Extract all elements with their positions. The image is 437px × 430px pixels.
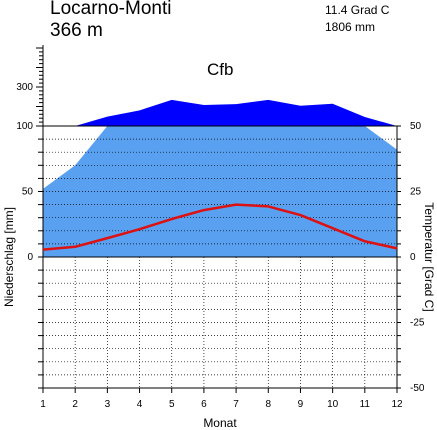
right-tick-label: 50 — [410, 121, 422, 132]
x-axis-title: Monat — [203, 416, 237, 430]
x-tick-label: 10 — [327, 399, 339, 410]
left-tick-label: 50 — [22, 187, 34, 198]
x-tick-label: 4 — [137, 399, 143, 410]
temperature-line — [42, 203, 398, 251]
x-tick-label: 7 — [233, 399, 239, 410]
climate-classification: Cfb — [207, 60, 234, 79]
x-tick-label: 3 — [105, 399, 111, 410]
x-tick-label: 6 — [201, 399, 207, 410]
annual-precipitation: 1806 mm — [325, 20, 376, 34]
left-tick-label: 0 — [27, 252, 33, 263]
station-name: Locarno-Monti — [50, 0, 172, 19]
x-tick-label: 1 — [40, 399, 46, 410]
x-tick-label: 12 — [391, 399, 403, 410]
x-tick-label: 11 — [360, 399, 371, 410]
x-tick-label: 9 — [298, 399, 304, 410]
precipitation-excess-area — [43, 99, 397, 126]
y-axis-title-left: Niederschlag [mm] — [2, 207, 16, 307]
right-tick-label: 0 — [410, 252, 416, 263]
left-tick-label: 100 — [16, 121, 33, 132]
x-tick-label: 2 — [72, 399, 78, 410]
left-tick-label: 300 — [16, 82, 33, 93]
station-elevation: 366 m — [50, 20, 103, 41]
x-tick-label: 8 — [265, 399, 271, 410]
y-axis-title-right: Temperatur [Grad C] — [422, 202, 436, 311]
right-tick-label: 25 — [410, 187, 422, 198]
mean-temperature: 11.4 Grad C — [325, 3, 390, 17]
right-tick-label: -50 — [410, 383, 425, 394]
x-tick-label: 5 — [169, 399, 175, 410]
right-tick-label: -25 — [410, 318, 425, 329]
